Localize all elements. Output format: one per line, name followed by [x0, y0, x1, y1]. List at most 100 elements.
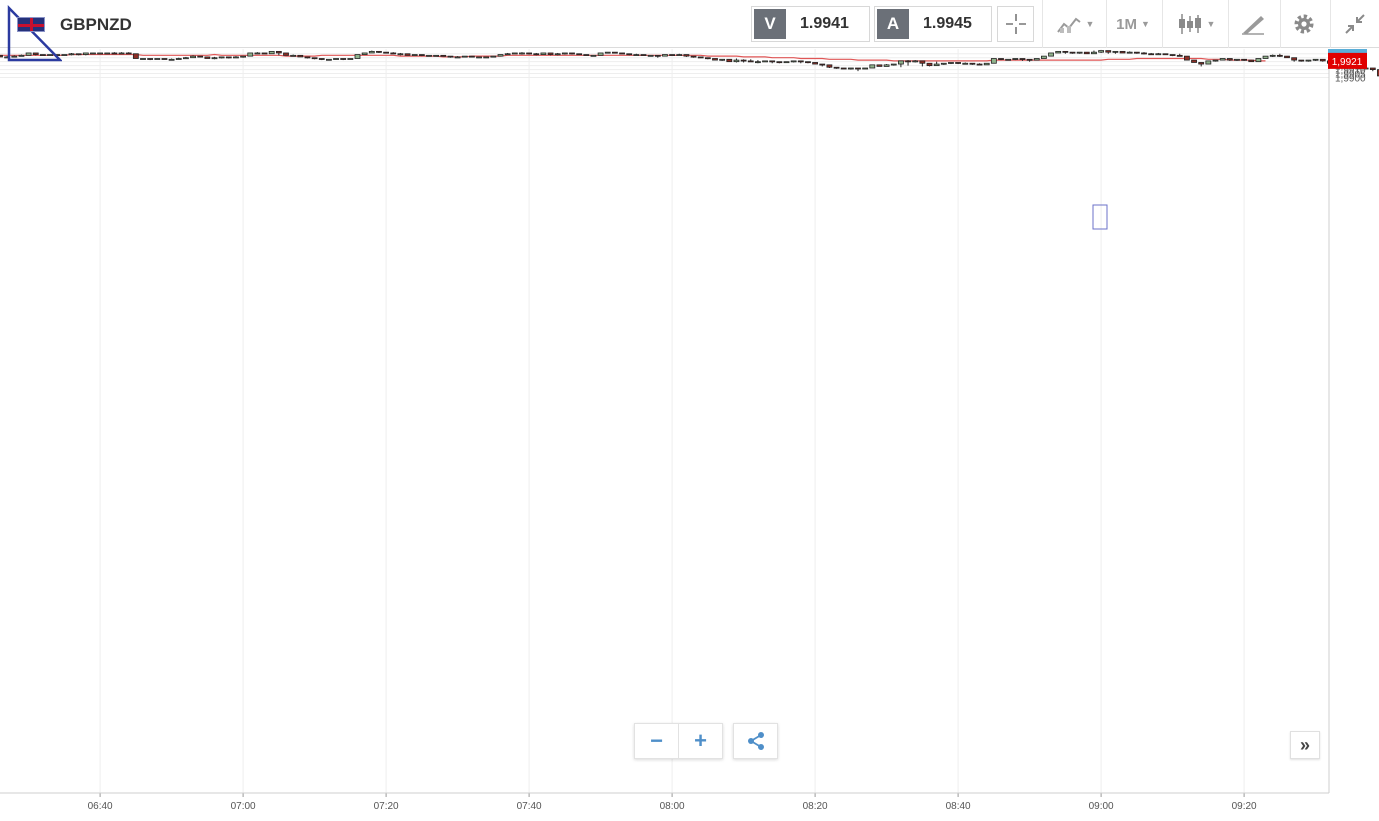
- candle-body: [619, 52, 625, 55]
- y-tick-label: 1,9905: [1335, 70, 1366, 81]
- candle-body: [1234, 58, 1240, 61]
- candle: [190, 55, 196, 59]
- candle-body: [776, 61, 783, 64]
- candle: [454, 56, 461, 59]
- candle: [576, 53, 583, 56]
- candle-body: [1083, 51, 1090, 55]
- candle-body: [1377, 69, 1379, 77]
- candle: [390, 52, 397, 55]
- candle-body: [833, 66, 840, 69]
- candle: [1255, 58, 1262, 63]
- buy-quote[interactable]: A 1.9945: [874, 6, 992, 42]
- candle: [647, 54, 654, 57]
- candle: [1241, 58, 1247, 61]
- candle: [1262, 55, 1269, 59]
- candle: [976, 63, 983, 66]
- candle: [61, 54, 68, 56]
- candle: [1377, 69, 1379, 77]
- candle-body: [969, 62, 976, 65]
- draw-tools-button[interactable]: [1232, 6, 1274, 42]
- candle-body: [933, 63, 940, 67]
- uk-flag-icon: [17, 17, 45, 32]
- candle: [240, 55, 247, 58]
- candle-body: [583, 54, 590, 56]
- settings-button[interactable]: [1284, 6, 1324, 42]
- candle: [869, 64, 876, 69]
- candle-body: [433, 54, 440, 57]
- candle: [590, 54, 597, 57]
- candle: [526, 52, 532, 55]
- chevron-down-icon: ▼: [1206, 19, 1216, 29]
- candle: [962, 62, 969, 65]
- collapse-button[interactable]: [1336, 6, 1374, 42]
- candle-body: [390, 52, 397, 55]
- candle-body: [75, 53, 82, 56]
- zoom-in-button[interactable]: +: [678, 724, 722, 758]
- candle: [218, 56, 225, 59]
- candle: [1005, 58, 1012, 61]
- candle-body: [647, 54, 654, 57]
- candle: [898, 60, 904, 68]
- candle-body: [47, 54, 53, 56]
- candle: [1298, 59, 1305, 62]
- candle-body: [25, 52, 32, 56]
- candle: [82, 52, 89, 56]
- compare-button[interactable]: ▼: [1050, 6, 1100, 42]
- candle: [533, 52, 540, 56]
- zoom-out-button[interactable]: −: [650, 728, 663, 753]
- candle-body: [297, 54, 304, 58]
- candle-body: [397, 53, 404, 56]
- candle-body: [747, 60, 754, 63]
- candle-body: [1248, 59, 1255, 63]
- candle: [547, 52, 554, 56]
- candle: [1091, 50, 1097, 55]
- sell-quote[interactable]: V 1.9941: [751, 6, 870, 42]
- chart-axes: 1,99001,99051,99101,99151,99201,99251,99…: [0, 49, 1367, 812]
- chart-type-button[interactable]: ▼: [1170, 6, 1222, 42]
- candle: [919, 60, 926, 67]
- candle: [1176, 53, 1183, 57]
- candle: [690, 55, 697, 58]
- candle-body: [797, 60, 804, 63]
- candle: [1026, 58, 1033, 62]
- candle: [747, 59, 754, 63]
- candle: [311, 57, 318, 60]
- candle: [612, 51, 618, 54]
- candle: [268, 50, 275, 55]
- candle: [862, 67, 869, 70]
- candle: [1019, 58, 1026, 61]
- timeframe-button[interactable]: 1M ▼: [1110, 6, 1156, 42]
- candle: [1319, 58, 1326, 62]
- scroll-to-latest-button[interactable]: »: [1290, 731, 1320, 759]
- candle-body: [1176, 54, 1183, 57]
- candle-body: [347, 58, 354, 60]
- candle: [90, 52, 96, 55]
- crosshair-button[interactable]: [997, 6, 1034, 42]
- candle-body: [233, 56, 239, 59]
- y-tick-label: 1,9900: [1335, 74, 1366, 85]
- candle-body: [132, 53, 139, 59]
- candle-body: [561, 52, 568, 55]
- candle: [1126, 51, 1133, 54]
- corner-marker-icon: [7, 4, 62, 62]
- candle-body: [898, 60, 904, 65]
- candle: [182, 56, 189, 60]
- candle-body: [869, 64, 876, 69]
- candle-body: [175, 58, 182, 60]
- candle: [132, 53, 139, 59]
- candle-body: [61, 54, 68, 56]
- candle: [1191, 59, 1197, 63]
- candle: [1205, 60, 1212, 65]
- candle: [1276, 53, 1283, 57]
- candle: [511, 52, 518, 55]
- candle-body: [819, 63, 826, 66]
- candle-body: [526, 52, 532, 55]
- candle: [1041, 55, 1047, 59]
- candle-body: [626, 53, 633, 56]
- candle-body: [755, 61, 761, 64]
- candle: [418, 54, 425, 57]
- share-button[interactable]: [733, 723, 778, 759]
- candle-selection-box: [1092, 204, 1108, 230]
- candle: [383, 51, 390, 54]
